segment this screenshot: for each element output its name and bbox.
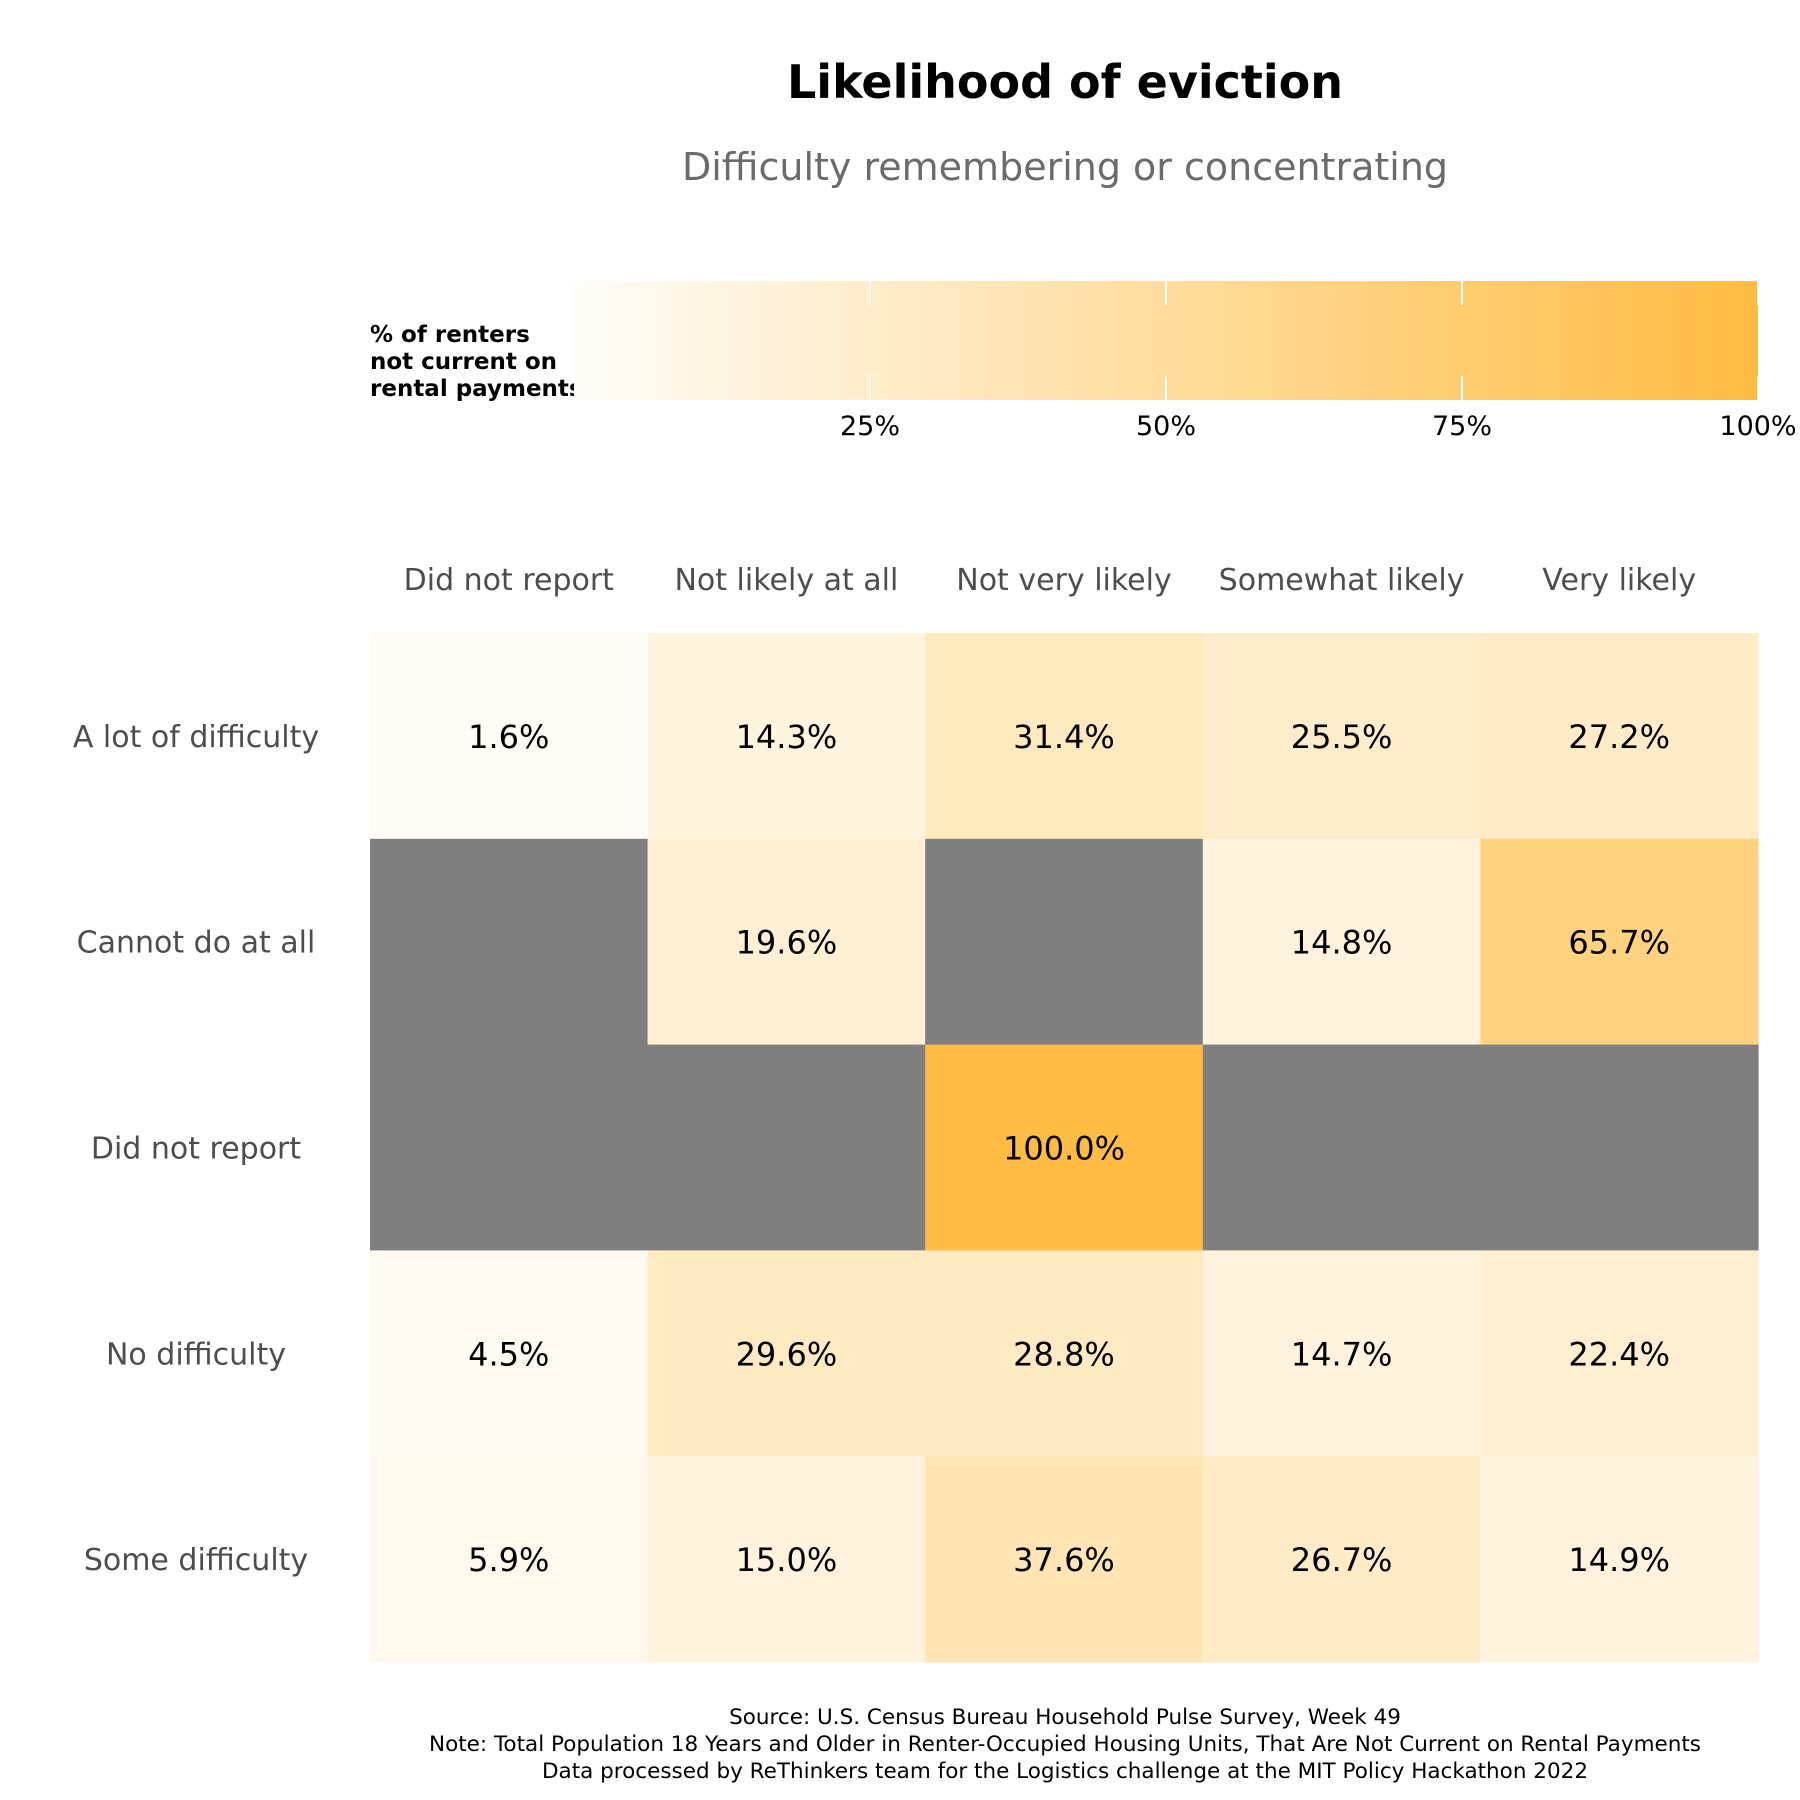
cell-value-label: 65.7% [1568, 924, 1670, 962]
heatmap-cell-missing [370, 838, 649, 1046]
column-label-very-likely: Very likely [1542, 563, 1696, 598]
color-legend: % of renters not current on rental payme… [370, 281, 1797, 442]
cell-value-label: 37.6% [1013, 1541, 1115, 1579]
cell-value-label: 14.7% [1291, 1335, 1393, 1373]
heatmap-cell [925, 633, 1204, 840]
cell-value-label: 5.9% [468, 1541, 549, 1579]
caption-note: Note: Total Population 18 Years and Olde… [429, 1732, 1701, 1757]
caption-credit: Data processed by ReThinkers team for th… [542, 1759, 1588, 1784]
heatmap-cell [1202, 1456, 1481, 1663]
column-labels: Did not report Not likely at all Not very … [404, 563, 1696, 598]
heatmap-cell-missing [1480, 1044, 1759, 1251]
cell-value-label: 1.6% [468, 718, 549, 756]
cell-value-label: 15.0% [736, 1541, 838, 1579]
row-labels: A lot of difficulty Cannot do at all Did n… [73, 720, 319, 1578]
heatmap-cell [1480, 1250, 1759, 1457]
legend-title-line-1: % of renters [370, 322, 530, 348]
cell-value-label: 100.0% [1003, 1130, 1125, 1168]
heatmap-cell [1202, 633, 1481, 840]
cell-value-label: 27.2% [1568, 718, 1670, 756]
cell-value-label: 19.6% [736, 924, 838, 962]
cell-value-label: 14.3% [736, 718, 838, 756]
cell-value-label: 26.7% [1291, 1541, 1393, 1579]
heatmap-cell [925, 1044, 1204, 1251]
column-label-not-likely-at-all: Not likely at all [674, 563, 898, 598]
heatmap-cell [1480, 1456, 1759, 1663]
heatmap-cell [1202, 1250, 1481, 1457]
heatmap-cell-missing [925, 838, 1204, 1046]
heatmap-cell-missing [1202, 1044, 1481, 1251]
row-label-did-not-report: Did not report [91, 1132, 302, 1167]
heatmap-cell [370, 1250, 649, 1457]
cell-value-label: 14.9% [1568, 1541, 1670, 1579]
heatmap-cell-labels: 1.6% 14.3% 31.4% 25.5% 27.2% 19.6% 14.8% 65.7% 1… [468, 718, 1670, 1579]
heatmap-cell [1202, 838, 1481, 1046]
legend-tick-label: 100% [1719, 411, 1796, 442]
cell-value-label: 29.6% [736, 1335, 838, 1373]
column-label-somewhat-likely: Somewhat likely [1219, 563, 1465, 598]
heatmap-cell [1480, 838, 1759, 1046]
cell-value-label: 25.5% [1291, 718, 1393, 756]
caption-source: Source: U.S. Census Bureau Household Pul… [729, 1705, 1401, 1730]
heatmap-cell [647, 1250, 926, 1457]
heatmap-cell [370, 633, 649, 840]
row-label-cannot-do-at-all: Cannot do at all [77, 926, 316, 961]
legend-tick-label: 25% [840, 411, 900, 442]
chart-title: Likelihood of eviction [787, 55, 1343, 109]
cell-value-label: 22.4% [1568, 1335, 1670, 1373]
legend-tick-label: 50% [1136, 411, 1196, 442]
cell-value-label: 14.8% [1291, 924, 1393, 962]
row-label-no-difficulty: No difficulty [106, 1337, 286, 1372]
heatmap-cells [370, 633, 1759, 1663]
heatmap-cell [647, 633, 926, 840]
chart-subtitle: Difficulty remembering or concentrating [682, 145, 1448, 189]
heatmap-cell [925, 1456, 1204, 1663]
heatmap-cell [647, 1456, 926, 1663]
cell-value-label: 4.5% [468, 1335, 549, 1373]
column-label-not-very-likely: Not very likely [956, 563, 1171, 598]
legend-title-line-2: not current on [370, 349, 557, 375]
row-label-a-lot-of-difficulty: A lot of difficulty [73, 720, 319, 755]
legend-title-line-3: rental payments [370, 376, 583, 402]
heatmap-cell [925, 1250, 1204, 1457]
column-label-did-not-report: Did not report [404, 563, 615, 598]
heatmap-cell-missing [647, 1044, 926, 1251]
heatmap-cell [1480, 633, 1759, 840]
legend-tick-label: 75% [1432, 411, 1492, 442]
cell-value-label: 28.8% [1013, 1335, 1115, 1373]
row-label-some-difficulty: Some difficulty [84, 1543, 308, 1578]
legend-ticks: 25% 50% 75% 100% [840, 281, 1797, 442]
cell-value-label: 31.4% [1013, 718, 1115, 756]
heatmap-cell-missing [370, 1044, 649, 1251]
heatmap-cell [647, 838, 926, 1046]
heatmap-cell [370, 1456, 649, 1663]
